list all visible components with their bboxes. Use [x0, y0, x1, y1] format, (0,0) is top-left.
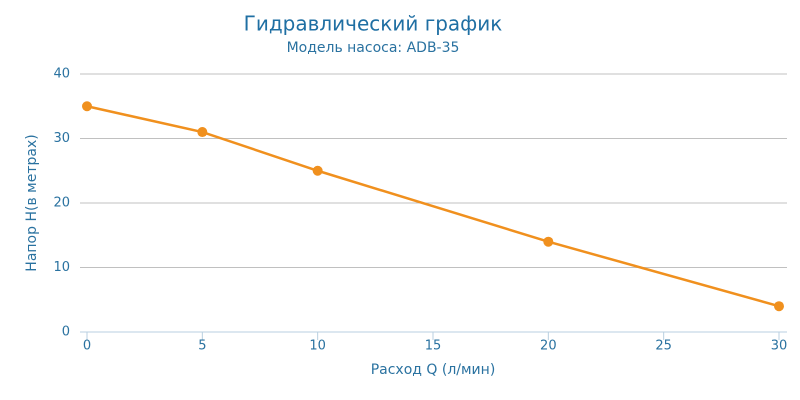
chart-title: Гидравлический график — [244, 12, 503, 36]
x-tick-label: 5 — [198, 339, 206, 354]
point — [543, 236, 554, 247]
x-tick-label: 20 — [540, 339, 557, 354]
y-tick-label: 20 — [53, 196, 70, 211]
point — [774, 301, 784, 312]
point — [82, 101, 92, 112]
x-tick-label: 10 — [309, 339, 326, 354]
x-tick-label: 30 — [771, 339, 788, 354]
x-tick-label: 25 — [655, 339, 672, 354]
x-tick-label: 15 — [425, 339, 442, 354]
y-tick-label: 40 — [53, 67, 70, 82]
y-tick-label: 30 — [53, 131, 70, 146]
line — [86, 105, 780, 308]
chart-subtitle: Модель насоса: ADB-35 — [287, 40, 460, 56]
x-axis-title: Расход Q (л/мин) — [371, 362, 496, 378]
y-tick-label: 0 — [62, 325, 70, 340]
point — [197, 127, 208, 138]
x-tick-label: 0 — [83, 339, 91, 354]
point — [312, 165, 323, 176]
y-tick-label: 10 — [53, 260, 70, 275]
y-axis-title: Напор Н(в метрах) — [24, 134, 40, 271]
